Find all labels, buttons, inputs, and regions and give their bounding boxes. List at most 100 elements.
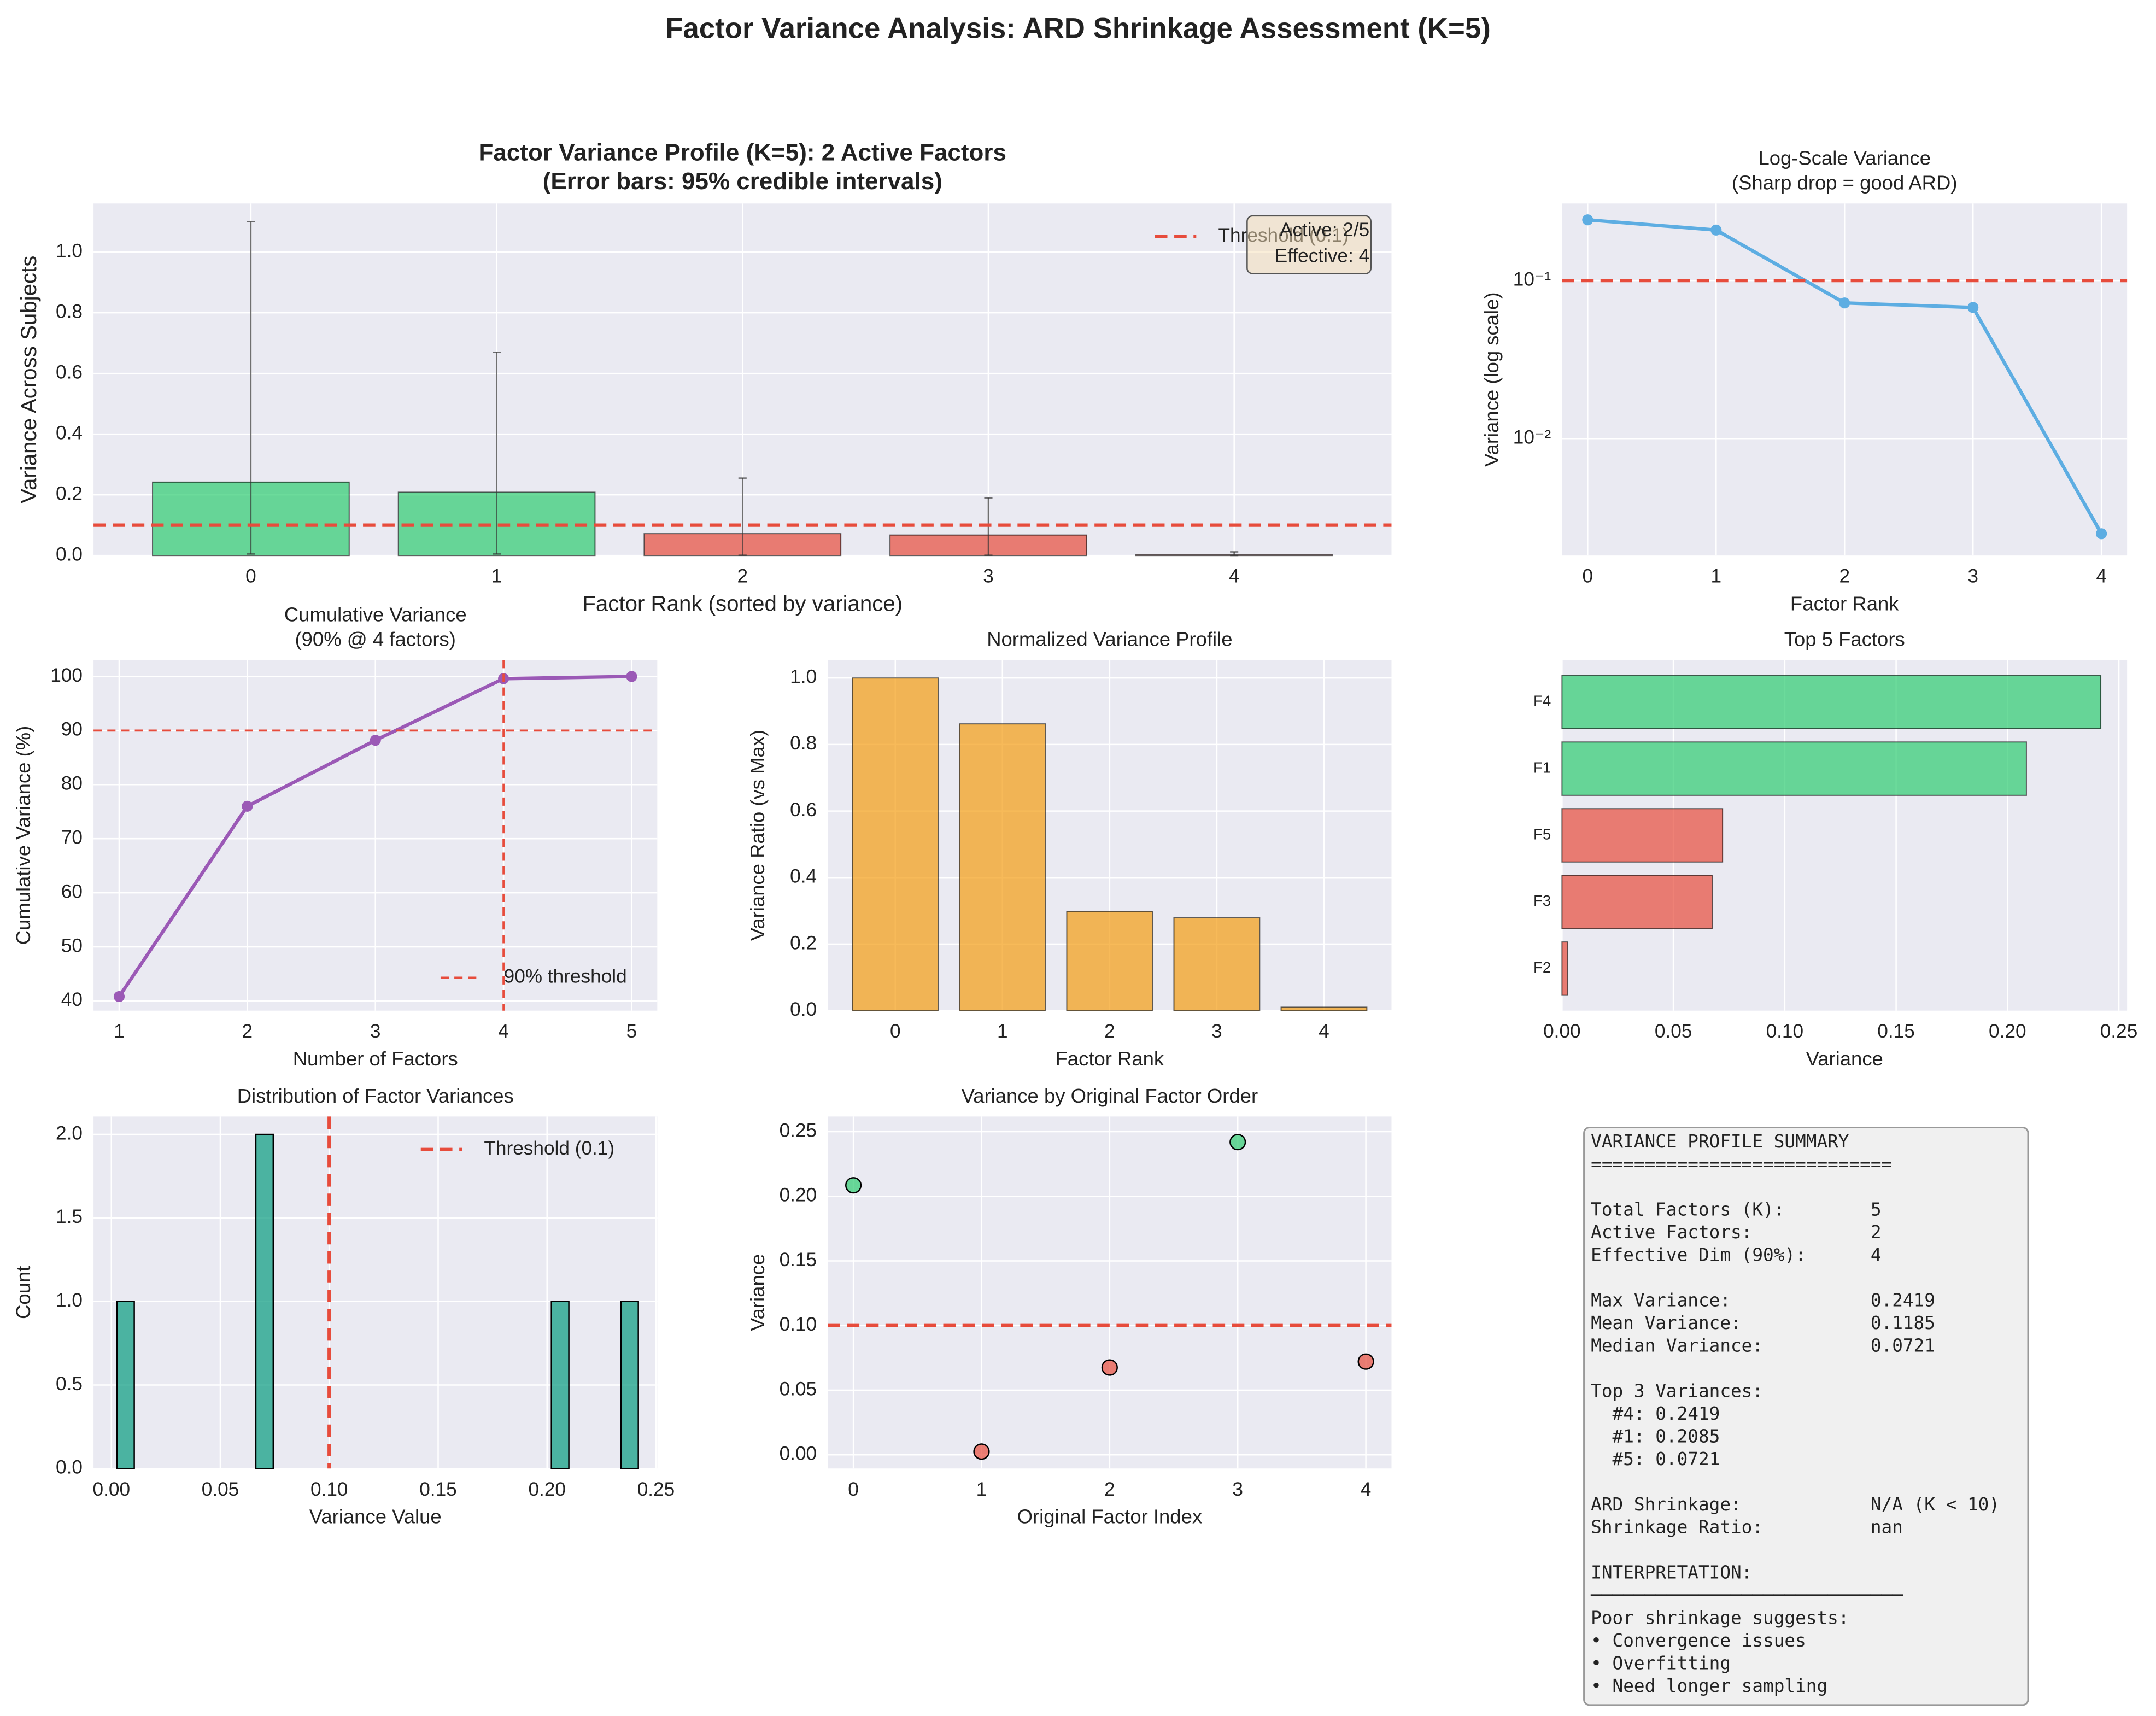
- error-bar: [738, 477, 747, 556]
- point: [370, 735, 381, 746]
- y-tick-label: 80: [61, 773, 83, 794]
- point: [242, 800, 253, 812]
- x-tick-label: 4: [498, 1021, 509, 1042]
- x-tick-label: 4: [2096, 566, 2107, 587]
- y-tick-label: 0.0: [790, 999, 817, 1020]
- point: [113, 991, 125, 1003]
- y-tick-label: F3: [1533, 892, 1551, 909]
- x-tick-label: 4: [1361, 1479, 1372, 1500]
- y-tick-label: 0.20: [780, 1185, 817, 1206]
- chart-title: Log-Scale Variance: [1758, 147, 1931, 169]
- chart-title: Cumulative Variance: [284, 603, 467, 625]
- point: [2096, 528, 2107, 540]
- x-axis-label: Factor Rank: [1790, 592, 1899, 614]
- point: [1229, 1134, 1246, 1151]
- y-tick-label: 0.25: [780, 1120, 817, 1141]
- summary-line: ============================: [1591, 1154, 1892, 1175]
- y-tick-label: 1.0: [56, 240, 83, 261]
- summary-line: #1: 0.2085: [1591, 1426, 1720, 1447]
- x-axis-label: Variance Value: [309, 1505, 442, 1527]
- y-tick-label: F1: [1533, 759, 1551, 776]
- x-tick-label: 3: [983, 566, 994, 587]
- point: [1967, 302, 1979, 313]
- chart-title: Top 5 Factors: [1784, 628, 1905, 651]
- summary-line: Mean Variance: 0.1185: [1591, 1313, 1935, 1333]
- x-axis-label: Number of Factors: [293, 1047, 458, 1070]
- y-axis-label: Variance Across Subjects: [16, 256, 41, 503]
- x-tick-label: 0.00: [93, 1479, 131, 1500]
- x-tick-label: 0.15: [419, 1479, 457, 1500]
- legend-label: 90% threshold: [504, 966, 627, 987]
- x-tick-label: 3: [1211, 1021, 1222, 1042]
- y-tick-label: 40: [61, 989, 83, 1010]
- chart-title: Factor Variance Profile (K=5): 2 Active …: [479, 139, 1007, 166]
- plot-area: [93, 1116, 658, 1469]
- y-tick-label: 90: [61, 719, 83, 740]
- bar: [1561, 875, 1713, 929]
- summary-line: Effective Dim (90%): 4: [1591, 1245, 1881, 1266]
- summary-line: Poor shrinkage suggests:: [1591, 1608, 1849, 1629]
- x-tick-label: 0: [890, 1021, 901, 1042]
- bar: [1561, 741, 2027, 796]
- x-axis-label: Factor Rank (sorted by variance): [582, 591, 903, 616]
- y-tick-label: 0.6: [790, 799, 817, 821]
- summary-line: #4: 0.2419: [1591, 1403, 1720, 1424]
- x-tick-label: 3: [1967, 566, 1978, 587]
- bar: [1173, 917, 1261, 1011]
- summary-line: #5: 0.0721: [1591, 1449, 1720, 1469]
- summary-line: Max Variance: 0.2419: [1591, 1290, 1935, 1311]
- y-tick-label: 0.8: [56, 301, 83, 322]
- y-tick-label: 0.2: [56, 483, 83, 504]
- x-tick-label: 1: [114, 1021, 125, 1042]
- point: [845, 1177, 862, 1194]
- y-tick-label: 0.4: [790, 866, 817, 887]
- x-tick-label: 0: [1583, 566, 1593, 587]
- y-tick-label: F2: [1533, 959, 1551, 976]
- x-tick-label: 0.10: [1766, 1021, 1804, 1042]
- y-tick-label: 50: [61, 935, 83, 956]
- histogram-bar: [620, 1301, 639, 1469]
- x-tick-label: 2: [1104, 1021, 1115, 1042]
- bar: [852, 677, 939, 1011]
- chart-title: Variance by Original Factor Order: [962, 1085, 1258, 1107]
- x-tick-label: 4: [1229, 566, 1240, 587]
- y-axis-label: Variance: [746, 1254, 769, 1331]
- summary-line: Median Variance: 0.0721: [1591, 1336, 1935, 1356]
- y-tick-label: 0.2: [790, 932, 817, 953]
- figure-title: Factor Variance Analysis: ARD Shrinkage …: [665, 12, 1491, 44]
- x-tick-label: 0: [848, 1479, 859, 1500]
- x-axis-label: Factor Rank: [1056, 1047, 1164, 1070]
- y-axis-label: Count: [12, 1266, 34, 1319]
- point: [1710, 224, 1722, 236]
- point: [1357, 1353, 1374, 1370]
- point: [973, 1443, 990, 1460]
- bar: [1561, 808, 1724, 863]
- point: [626, 671, 637, 682]
- x-tick-label: 4: [1319, 1021, 1329, 1042]
- point: [1101, 1359, 1118, 1376]
- y-tick-label: 0.10: [780, 1314, 817, 1335]
- summary-line: Shrinkage Ratio: nan: [1591, 1517, 1903, 1538]
- point: [1582, 214, 1593, 226]
- x-tick-label: 3: [370, 1021, 381, 1042]
- x-tick-label: 0.00: [1543, 1021, 1581, 1042]
- y-tick-label: 0.6: [56, 361, 83, 383]
- y-tick-label: 0.4: [56, 422, 83, 443]
- summary-box: [1583, 1126, 2029, 1706]
- y-tick-label: 2.0: [56, 1122, 83, 1144]
- chart-title: (Sharp drop = good ARD): [1732, 172, 1958, 194]
- histogram-bar: [116, 1301, 135, 1469]
- x-tick-label: 0.20: [1989, 1021, 2026, 1042]
- annotation-text: Active: 2/5: [1280, 219, 1369, 241]
- y-tick-label: 1.0: [790, 666, 817, 687]
- bar: [1066, 911, 1153, 1011]
- x-tick-label: 5: [626, 1021, 637, 1042]
- y-tick-label: 0.05: [780, 1378, 817, 1399]
- summary-line: • Need longer sampling: [1591, 1676, 1827, 1696]
- x-tick-label: 1: [1710, 566, 1721, 587]
- x-tick-label: 3: [1232, 1479, 1243, 1500]
- summary-line: VARIANCE PROFILE SUMMARY: [1591, 1131, 1849, 1152]
- y-tick-label: F4: [1533, 692, 1551, 709]
- y-tick-label: 70: [61, 827, 83, 848]
